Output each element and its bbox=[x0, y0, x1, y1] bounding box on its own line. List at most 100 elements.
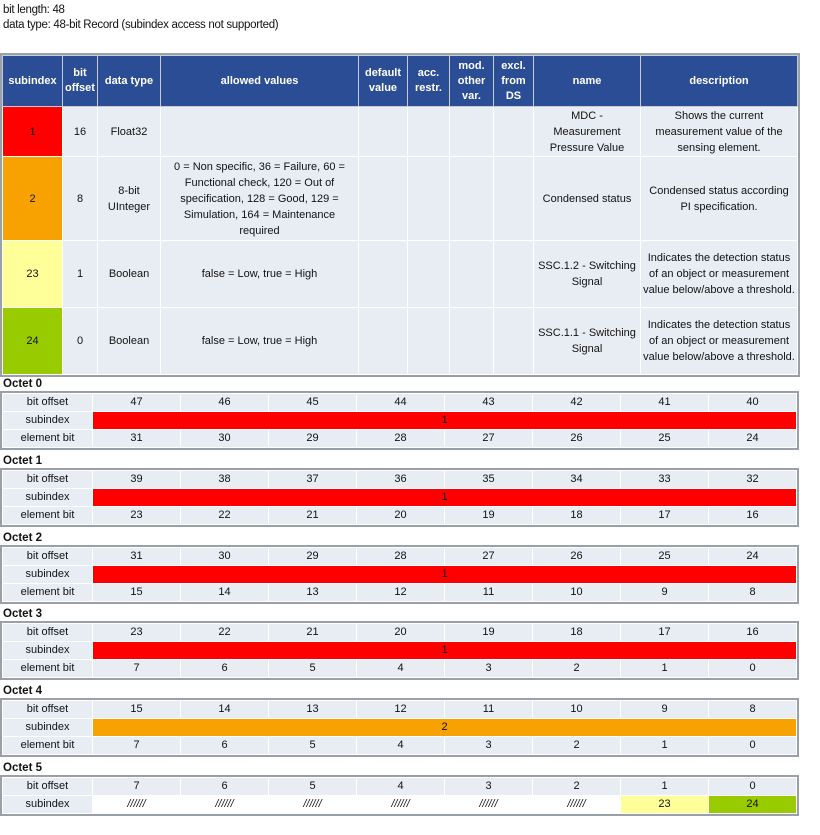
cell-excl-ds bbox=[493, 106, 534, 157]
bit-offset-cell: 14 bbox=[180, 700, 269, 719]
bit-offset-cell: 2 bbox=[532, 777, 621, 796]
element-bit-row: element bit 15 14 13 12 11 10 9 8 bbox=[2, 583, 797, 602]
element-bit-row: element bit 7 6 5 4 3 2 1 0 bbox=[2, 736, 797, 755]
bit-offset-cell: 31 bbox=[92, 547, 181, 566]
cell-data-type: Boolean bbox=[97, 307, 161, 375]
bit-length-label: bit length: 48 bbox=[3, 4, 65, 16]
element-bit-cell: 10 bbox=[532, 583, 621, 602]
element-bit-cell: 19 bbox=[444, 506, 533, 525]
cell-data-type: Float32 bbox=[97, 106, 161, 157]
subindex-cell: ////// bbox=[532, 795, 621, 814]
subindex-cell: ////// bbox=[268, 795, 357, 814]
table-row: 2 8 8-bit UInteger 0 = Non specific, 36 = F… bbox=[2, 156, 798, 241]
octet-table: bit offset 47 46 45 44 43 42 41 40 subindex 1 eleme… bbox=[0, 391, 799, 450]
bit-offset-cell: 34 bbox=[532, 470, 621, 489]
bit-offset-label: bit offset bbox=[2, 777, 93, 796]
bit-offset-cell: 43 bbox=[444, 393, 533, 412]
cell-allowed-values: false = Low, true = High bbox=[160, 307, 359, 375]
octet-title: Octet 1 bbox=[3, 455, 42, 467]
cell-default-value bbox=[358, 106, 408, 157]
subindex-cell: 1 bbox=[92, 565, 797, 584]
element-bit-cell: 3 bbox=[444, 659, 533, 678]
cell-default-value bbox=[358, 307, 408, 375]
cell-allowed-values: false = Low, true = High bbox=[160, 240, 359, 308]
element-bit-row: element bit 31 30 29 28 27 26 25 24 bbox=[2, 429, 797, 448]
octet-title: Octet 4 bbox=[3, 685, 42, 697]
bit-offset-cell: 42 bbox=[532, 393, 621, 412]
element-bit-cell: 20 bbox=[356, 506, 445, 525]
subindex-cell: 24 bbox=[708, 795, 797, 814]
column-header: mod. other var. bbox=[449, 55, 494, 107]
subindex-label: subindex bbox=[2, 565, 93, 584]
element-bit-cell: 7 bbox=[92, 736, 181, 755]
subindex-label: subindex bbox=[2, 718, 93, 737]
element-bit-cell: 0 bbox=[708, 736, 797, 755]
element-bit-cell: 5 bbox=[268, 736, 357, 755]
octet-title: Octet 0 bbox=[3, 378, 42, 390]
cell-mod-other bbox=[449, 307, 494, 375]
bit-offset-cell: 6 bbox=[180, 777, 269, 796]
element-bit-cell: 1 bbox=[620, 736, 709, 755]
subindex-row: subindex 1 bbox=[2, 488, 797, 507]
bit-offset-cell: 44 bbox=[356, 393, 445, 412]
octet-table: bit offset 39 38 37 36 35 34 33 32 subindex 1 eleme… bbox=[0, 468, 799, 527]
element-bit-cell: 6 bbox=[180, 736, 269, 755]
bit-offset-row: bit offset 15 14 13 12 11 10 9 8 bbox=[2, 700, 797, 719]
bit-offset-cell: 19 bbox=[444, 623, 533, 642]
element-bit-cell: 7 bbox=[92, 659, 181, 678]
element-bit-cell: 30 bbox=[180, 429, 269, 448]
subindex-label: subindex bbox=[2, 411, 93, 430]
subindex-row: subindex////////////////////////////////… bbox=[2, 795, 797, 814]
column-header: default value bbox=[358, 55, 408, 107]
bit-offset-cell: 46 bbox=[180, 393, 269, 412]
subindex-cell: ////// bbox=[444, 795, 533, 814]
subindex-row: subindex 2 bbox=[2, 718, 797, 737]
table-row: 1 16 Float32 MDC - Measurement Pressure Val… bbox=[2, 106, 798, 157]
cell-data-type: Boolean bbox=[97, 240, 161, 308]
subindex-cell: 1 bbox=[92, 488, 797, 507]
element-bit-cell: 4 bbox=[356, 659, 445, 678]
subindex-cell: 1 bbox=[92, 641, 797, 660]
cell-bit-offset: 1 bbox=[62, 240, 98, 308]
cell-description: Indicates the detection status of an obj… bbox=[640, 240, 798, 308]
element-bit-cell: 5 bbox=[268, 659, 357, 678]
column-header: description bbox=[640, 55, 798, 107]
element-bit-cell: 22 bbox=[180, 506, 269, 525]
cell-allowed-values bbox=[160, 106, 359, 157]
bit-offset-label: bit offset bbox=[2, 393, 93, 412]
bit-offset-cell: 11 bbox=[444, 700, 533, 719]
octet-title: Octet 3 bbox=[3, 608, 42, 620]
octet-table: bit offset 7 6 5 4 3 2 1 0 subindex//////////////… bbox=[0, 775, 799, 816]
bit-offset-row: bit offset 31 30 29 28 27 26 25 24 bbox=[2, 547, 797, 566]
bit-offset-row: bit offset 47 46 45 44 43 42 41 40 bbox=[2, 393, 797, 412]
element-bit-cell: 3 bbox=[444, 736, 533, 755]
cell-subindex: 2 bbox=[2, 156, 63, 241]
bit-offset-cell: 0 bbox=[708, 777, 797, 796]
element-bit-label: element bit bbox=[2, 583, 93, 602]
element-bit-cell: 13 bbox=[268, 583, 357, 602]
table-row: 23 1 Boolean false = Low, true = High SSC.1.… bbox=[2, 240, 798, 308]
octet-table: bit offset 23 22 21 20 19 18 17 16 subindex 1 eleme… bbox=[0, 621, 799, 680]
element-bit-cell: 27 bbox=[444, 429, 533, 448]
cell-acc-restr bbox=[407, 106, 450, 157]
cell-subindex: 1 bbox=[2, 106, 63, 157]
subindex-row: subindex 1 bbox=[2, 565, 797, 584]
bit-offset-cell: 20 bbox=[356, 623, 445, 642]
element-bit-label: element bit bbox=[2, 506, 93, 525]
element-bit-cell: 1 bbox=[620, 659, 709, 678]
cell-name: SSC.1.2 - Switching Signal bbox=[533, 240, 641, 308]
subindex-cell: 1 bbox=[92, 411, 797, 430]
cell-acc-restr bbox=[407, 307, 450, 375]
cell-mod-other bbox=[449, 240, 494, 308]
octet-table: bit offset 15 14 13 12 11 10 9 8 subindex 2 element… bbox=[0, 698, 799, 757]
element-bit-cell: 24 bbox=[708, 429, 797, 448]
bit-offset-cell: 45 bbox=[268, 393, 357, 412]
cell-name: MDC - Measurement Pressure Value bbox=[533, 106, 641, 157]
bit-offset-row: bit offset 7 6 5 4 3 2 1 0 bbox=[2, 777, 797, 796]
column-header: name bbox=[533, 55, 641, 107]
column-header: excl. from DS bbox=[493, 55, 534, 107]
cell-name: SSC.1.1 - Switching Signal bbox=[533, 307, 641, 375]
element-bit-cell: 2 bbox=[532, 659, 621, 678]
element-bit-label: element bit bbox=[2, 736, 93, 755]
bit-offset-cell: 8 bbox=[708, 700, 797, 719]
